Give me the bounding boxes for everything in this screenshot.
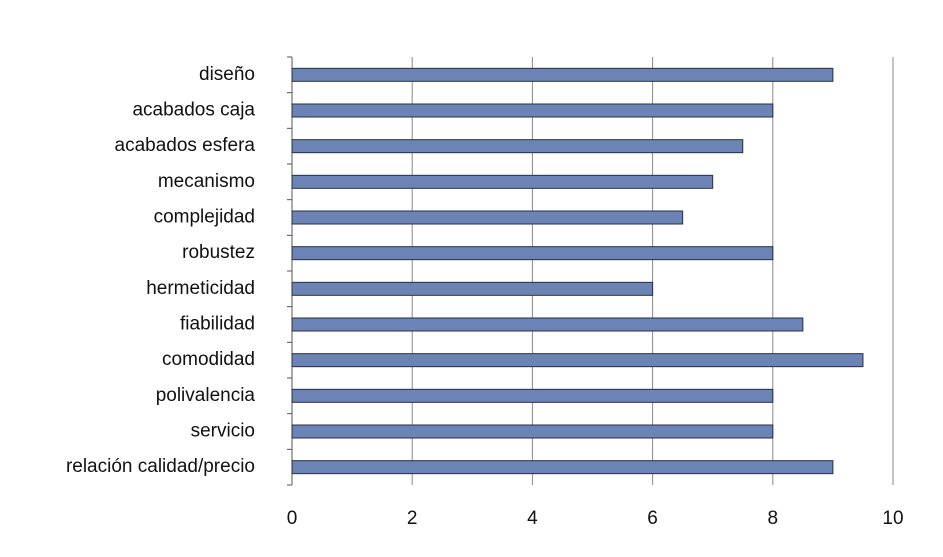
y-tick-label: complejidad (154, 207, 255, 228)
bar (291, 388, 774, 403)
y-tick-label: relación calidad/precio (66, 456, 255, 477)
y-tick-label: servicio (191, 421, 255, 442)
bar (291, 174, 714, 189)
y-tick-label: hermeticidad (146, 278, 255, 299)
bar (291, 210, 684, 225)
bar (291, 281, 654, 296)
x-tick-label: 2 (407, 508, 418, 529)
bar (291, 424, 774, 439)
bar (291, 317, 804, 332)
bar (291, 353, 864, 368)
x-tick-label: 4 (527, 508, 538, 529)
y-tick-label: diseño (199, 64, 255, 85)
y-tick-label: comodidad (162, 349, 255, 370)
y-tick-label: acabados esfera (115, 135, 256, 156)
y-tick-label: polivalencia (156, 385, 256, 406)
bar (291, 103, 774, 118)
x-tick-label: 6 (647, 508, 658, 529)
x-tick-label: 8 (768, 508, 779, 529)
y-tick-label: fiabilidad (180, 314, 255, 335)
bar (291, 139, 744, 154)
x-tick-label: 0 (287, 508, 298, 529)
y-tick-label: acabados caja (132, 100, 255, 121)
x-tick-label: 10 (882, 508, 903, 529)
bar (291, 246, 774, 261)
y-tick-label: mecanismo (158, 171, 255, 192)
bar (291, 460, 834, 475)
y-tick-label: robustez (182, 242, 255, 263)
bar (291, 67, 834, 82)
